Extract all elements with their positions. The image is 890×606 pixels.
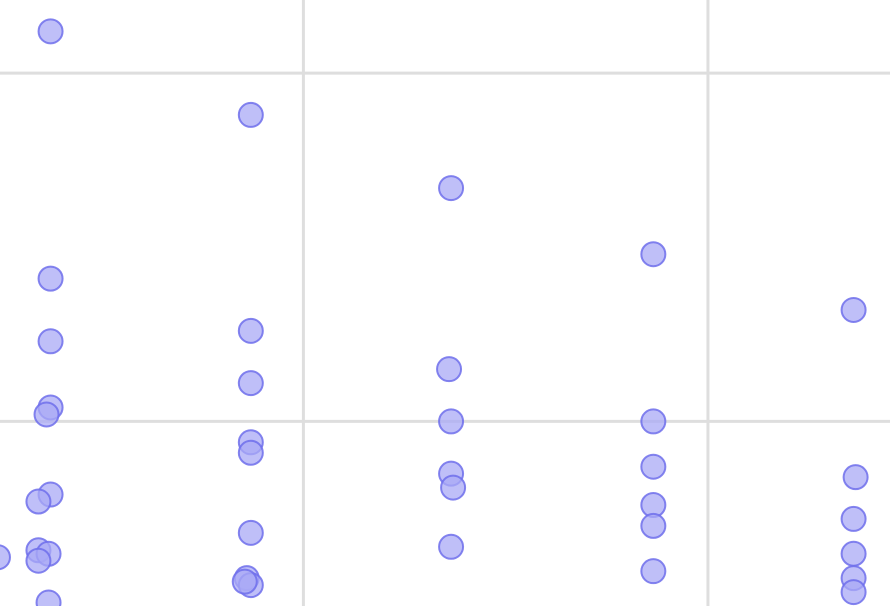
data-point: [640, 453, 667, 480]
data-point: [37, 265, 64, 292]
data-point: [37, 328, 64, 355]
data-point: [25, 547, 52, 574]
data-point: [840, 579, 867, 606]
data-point: [438, 175, 465, 202]
data-point: [842, 464, 869, 491]
data-point: [640, 241, 667, 268]
data-point: [237, 101, 264, 128]
data-point: [237, 519, 264, 546]
data-point: [640, 558, 667, 585]
points-layer: [0, 18, 869, 606]
data-point: [440, 474, 467, 501]
data-point: [438, 408, 465, 435]
data-point: [640, 408, 667, 435]
data-point: [840, 296, 867, 323]
data-point: [438, 533, 465, 560]
data-point: [231, 568, 258, 595]
data-point: [436, 356, 463, 383]
data-point: [25, 488, 52, 515]
data-point: [640, 512, 667, 539]
data-point: [237, 439, 264, 466]
data-point: [35, 589, 62, 606]
data-point: [37, 18, 64, 45]
data-point: [237, 317, 264, 344]
data-point: [237, 370, 264, 397]
data-point: [33, 401, 60, 428]
data-point: [840, 540, 867, 567]
data-point: [0, 544, 11, 571]
data-point: [840, 505, 867, 532]
